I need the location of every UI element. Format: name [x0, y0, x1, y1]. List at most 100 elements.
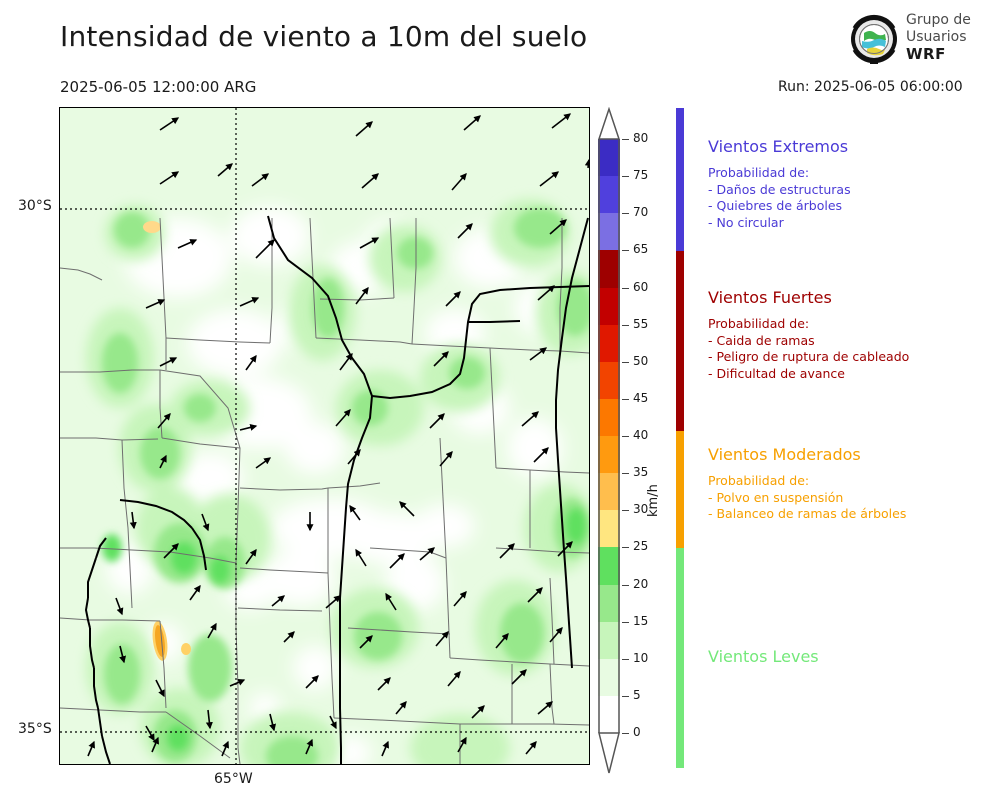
colorbar-tick-mark-75 [622, 176, 629, 178]
colorbar-tick-mark-20 [622, 584, 629, 586]
colorbar-tick-mark-30 [622, 510, 629, 512]
colorbar-tick-mark-0 [622, 733, 629, 734]
legend-title-vientos-fuertes: Vientos Fuertes [708, 288, 832, 307]
colorbar-tick-mark-60 [622, 287, 629, 289]
colorbar-tick-mark-70 [622, 213, 629, 215]
logo-line-2: Usuarios [906, 29, 967, 45]
colorbar-tick-mark-25 [622, 547, 629, 549]
valid-time-label: 2025-06-05 12:00:00 ARG [60, 78, 257, 96]
legend-line-vientos-fuertes-1: - Caida de ramas [708, 332, 815, 348]
colorbar-band-15-20 [598, 584, 620, 622]
colorbar-tick-mark-35 [622, 473, 629, 475]
colorbar-tick-mark-80 [622, 139, 629, 140]
colorbar-tick-label-60: 60 [633, 279, 649, 294]
colorbar-tick-label-70: 70 [633, 205, 649, 220]
logo-line-1: Grupo de [906, 12, 971, 28]
colorbar-band-55-60 [598, 287, 620, 325]
colorbar-band-10-15 [598, 621, 620, 659]
legend-strip-vientos-leves [676, 548, 684, 768]
colorbar-band-30-35 [598, 473, 620, 511]
colorbar-tick-mark-50 [622, 361, 629, 363]
colorbar-band-65-70 [598, 213, 620, 251]
band-25-30 [143, 221, 191, 661]
legend-title-vientos-moderados: Vientos Moderados [708, 445, 861, 464]
legend-line-vientos-moderados-1: - Polvo en suspensión [708, 489, 844, 505]
colorbar-tick-mark-65 [622, 250, 629, 252]
legend-group-vientos-leves: Vientos Leves [708, 647, 994, 675]
page-title: Intensidad de viento a 10m del suelo [60, 20, 588, 53]
legend-line-vientos-extremos-2: - Quiebres de árboles [708, 198, 843, 213]
colorbar-tick-mark-10 [622, 658, 629, 660]
colorbar-band-0-5 [598, 695, 620, 733]
colorbar-tick-mark-40 [622, 436, 629, 437]
colorbar-tick-label-40: 40 [633, 428, 649, 442]
colorbar-tick-label-5: 5 [633, 687, 641, 702]
colorbar-tick-label-10: 10 [633, 650, 649, 665]
colorbar-tick-label-25: 25 [633, 539, 649, 554]
colorbar-tick-label-35: 35 [633, 465, 649, 480]
colorbar-tick-label-45: 45 [633, 390, 649, 405]
map-canvas [60, 108, 589, 764]
colorbar-tick-mark-55 [622, 324, 629, 326]
legend-line-vientos-extremos-0: Probabilidad de: [708, 165, 810, 180]
wind-speed-field [60, 108, 589, 764]
wind-category-legend: Vientos Extremos Probabilidad de: - Daños … [676, 107, 996, 769]
colorbar-tick-label-80: 80 [633, 131, 649, 145]
legend-group-vientos-extremos: Vientos Extremos Probabilidad de: - Daños … [708, 137, 994, 231]
logo-block: Grupo de Usuarios WRF [848, 12, 998, 70]
logo-text: Grupo de Usuarios WRF [906, 12, 971, 63]
legend-strip-vientos-fuertes [676, 251, 684, 431]
legend-line-vientos-moderados-0: Probabilidad de: [708, 473, 810, 488]
colorbar-tick-label-65: 65 [633, 242, 649, 257]
legend-line-vientos-fuertes-3: - Dificultad de avance [708, 365, 845, 381]
colorbar-tick-label-20: 20 [633, 576, 649, 591]
legend-line-vientos-fuertes-2: - Peligro de ruptura de cableado [708, 349, 910, 364]
wind-speed-map[interactable] [59, 107, 590, 765]
colorbar-outline-icon [598, 107, 621, 774]
colorbar-unit-label: km/h [646, 484, 661, 517]
lat-label-30s: 30°S [18, 198, 52, 214]
colorbar-band-75-80 [598, 139, 620, 177]
colorbar-tick-label-15: 15 [633, 613, 649, 628]
colorbar-band-50-55 [598, 324, 620, 362]
legend-lines-vientos-extremos: Probabilidad de: - Daños de estructuras - … [708, 165, 994, 231]
legend-line-vientos-fuertes-0: Probabilidad de: [708, 316, 810, 331]
colorbar-tick-label-0: 0 [633, 725, 641, 739]
colorbar-tick-label-75: 75 [633, 168, 649, 183]
legend-group-vientos-fuertes: Vientos Fuertes Probabilidad de: - Caida d… [708, 288, 994, 382]
band-15-20 [102, 208, 589, 764]
band-20-25 [102, 508, 586, 751]
colorbar-tick-mark-45 [622, 398, 629, 400]
country-borders [84, 215, 589, 764]
colorbar-tick-label-50: 50 [633, 353, 649, 368]
wrf-globe-emblem-icon [851, 14, 897, 64]
legend-line-vientos-extremos-1: - Daños de estructuras [708, 181, 851, 197]
colorbar-band-20-25 [598, 547, 620, 585]
colorbar-band-70-75 [598, 176, 620, 214]
colorbar-band-45-50 [598, 361, 620, 399]
lat-label-35s: 35°S [18, 721, 52, 737]
legend-lines-vientos-moderados: Probabilidad de: - Polvo en suspensión - B… [708, 473, 994, 523]
colorbar-tick-label-30: 30 [633, 502, 649, 517]
colorbar-band-25-30 [598, 510, 620, 548]
colorbar-tick-label-55: 55 [633, 316, 649, 331]
legend-strip-vientos-moderados [676, 431, 684, 548]
colorbar-band-35-40 [598, 436, 620, 474]
graticule [60, 108, 589, 764]
legend-strip-vientos-extremos [676, 108, 684, 251]
legend-group-vientos-moderados: Vientos Moderados Probabilidad de: - Polvo… [708, 445, 994, 523]
legend-title-vientos-leves: Vientos Leves [708, 647, 819, 666]
colorbar-band-40-45 [598, 398, 620, 436]
colorbar-band-60-65 [598, 250, 620, 288]
wind-vectors [87, 113, 589, 757]
lon-label-65w: 65°W [214, 771, 253, 787]
colorbar: 0 5 10 15 20 25 30 35 40 45 50 55 60 65 70 75 80 km/h [598, 107, 668, 779]
run-time-label: Run: 2025-06-05 06:00:00 [778, 79, 963, 95]
legend-line-vientos-moderados-2: - Balanceo de ramas de árboles [708, 506, 907, 521]
legend-line-vientos-extremos-3: - No circular [708, 214, 784, 230]
colorbar-bands [598, 139, 620, 733]
colorbar-tick-mark-5 [622, 695, 629, 697]
colorbar-band-5-10 [598, 658, 620, 696]
legend-lines-vientos-fuertes: Probabilidad de: - Caida de ramas - Peligr… [708, 316, 994, 382]
logo-line-3: WRF [906, 45, 946, 63]
